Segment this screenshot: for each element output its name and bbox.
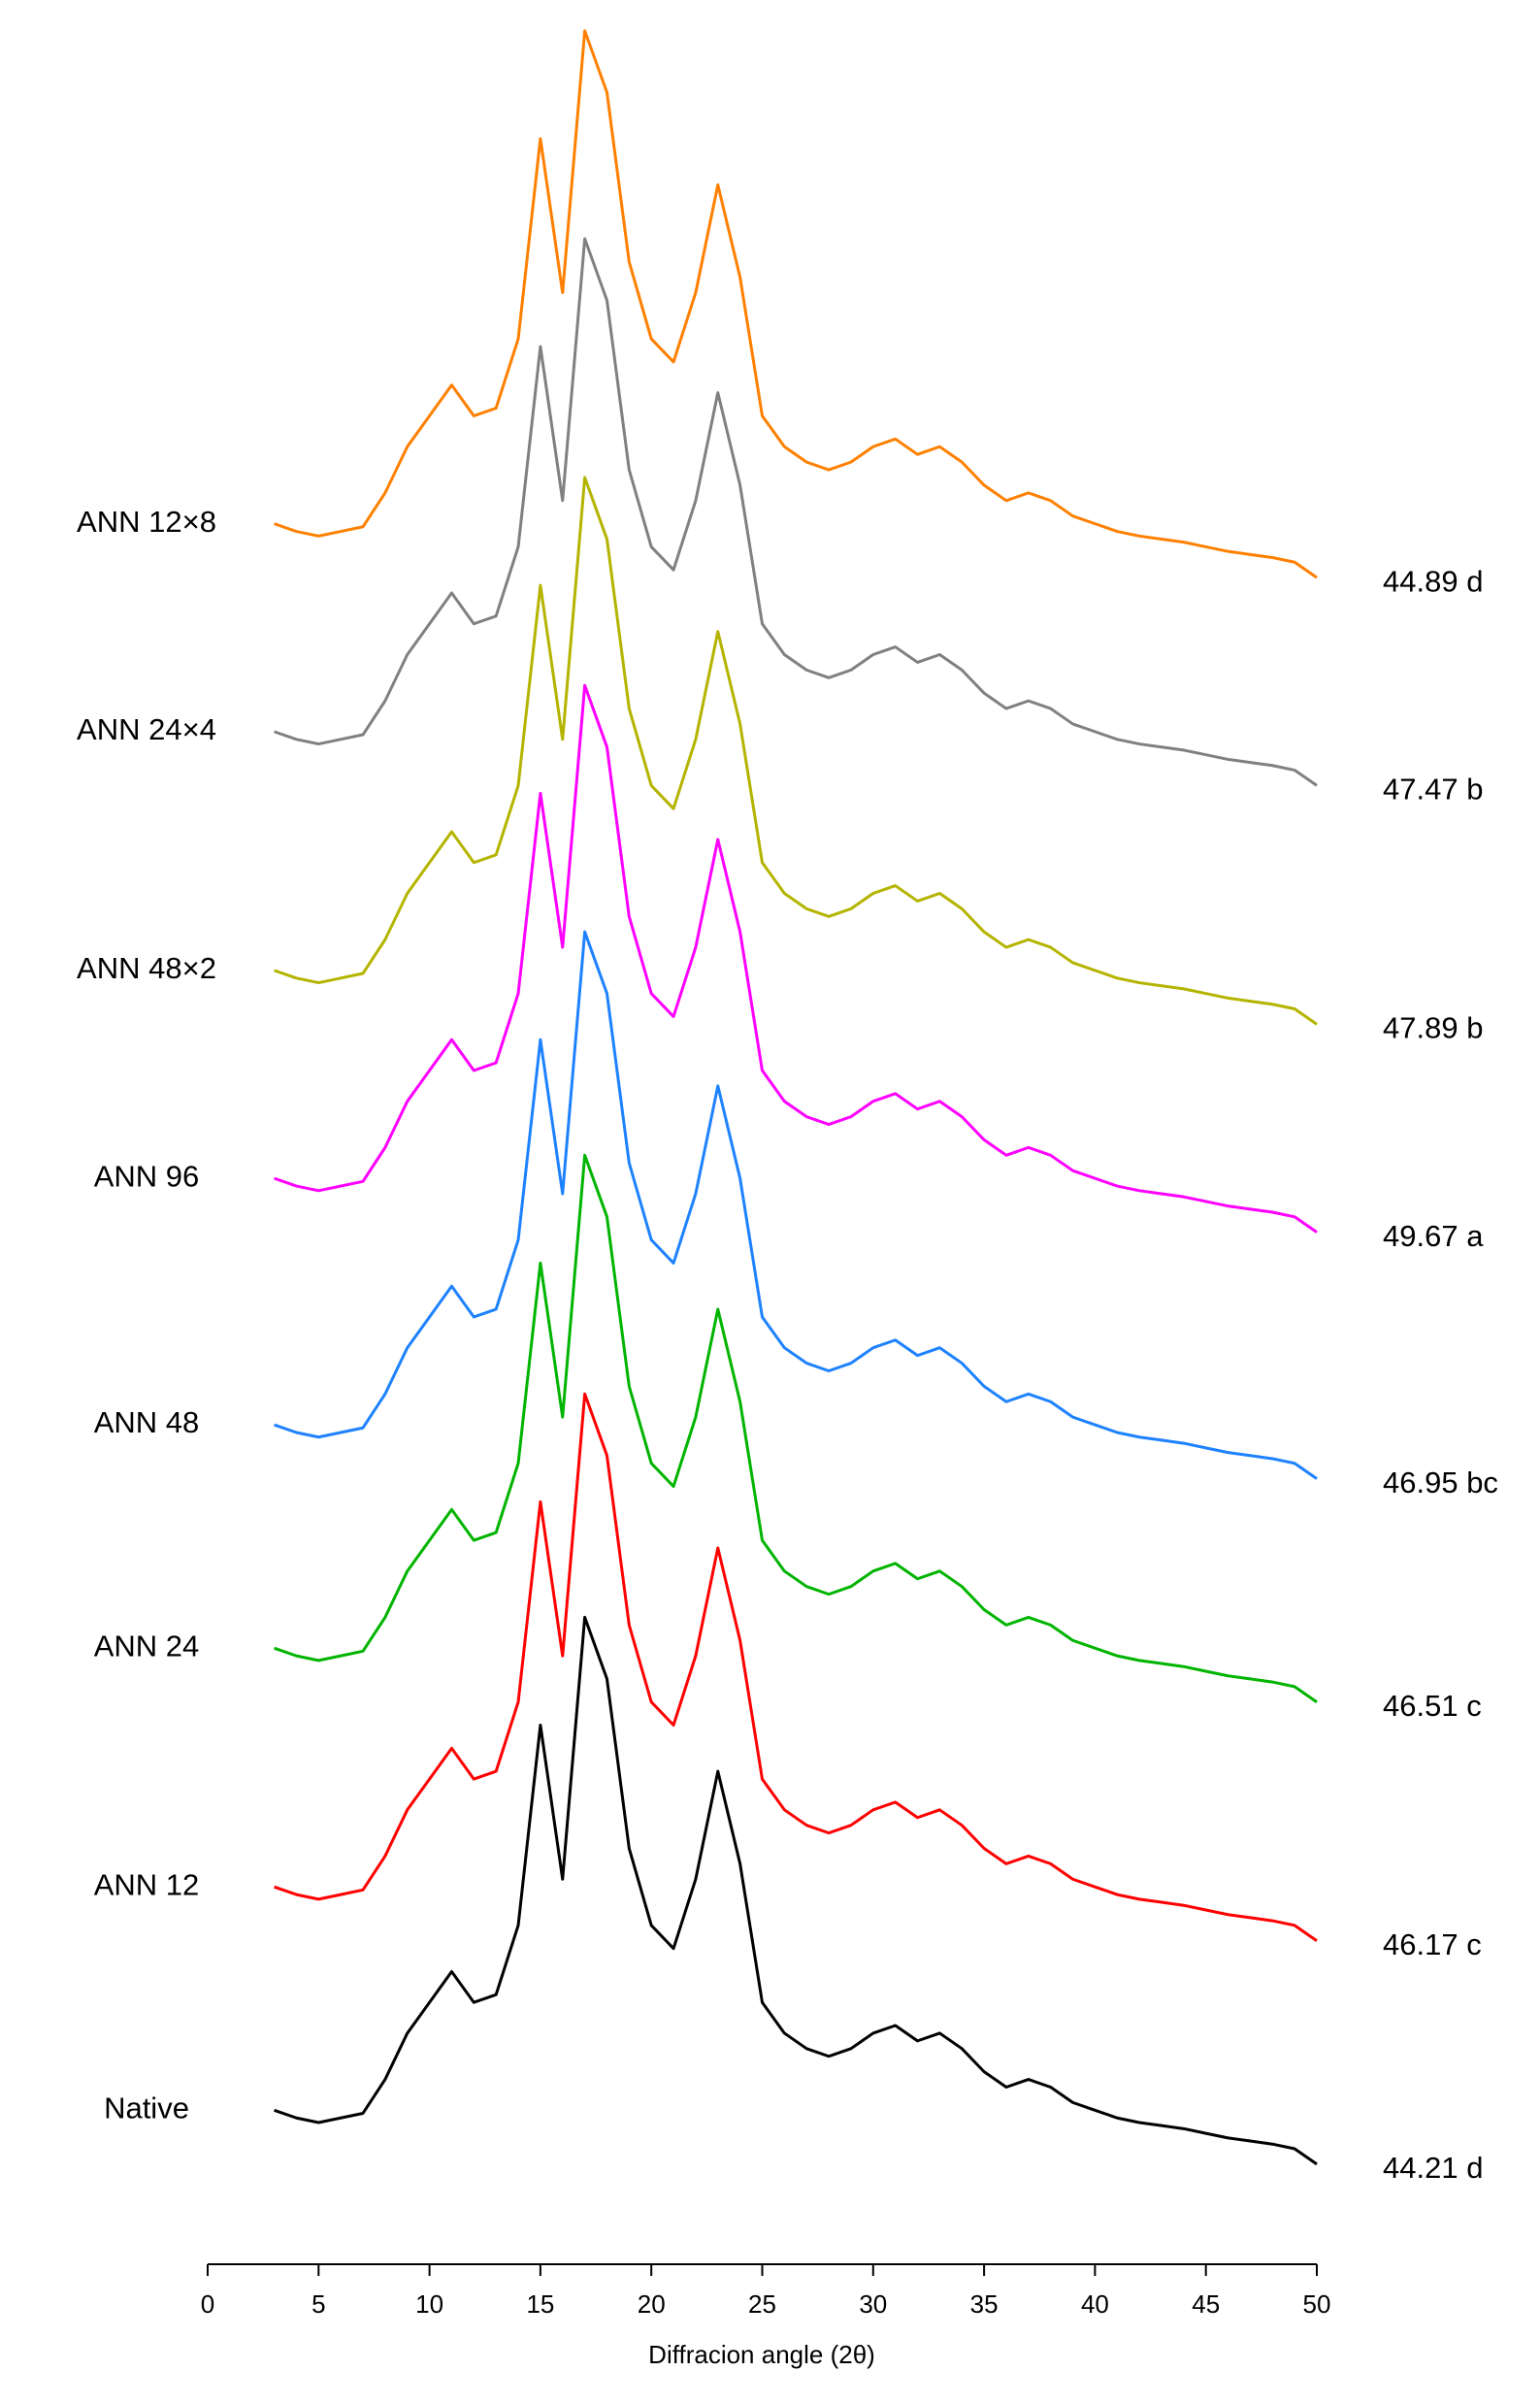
series-line xyxy=(274,1392,1318,1942)
x-tick-label: 0 xyxy=(201,2289,214,2319)
x-tick-label: 35 xyxy=(970,2289,999,2319)
x-tick-label: 5 xyxy=(311,2289,325,2319)
series-name: ANN 12 xyxy=(94,1867,200,1901)
series-name: Native xyxy=(104,2091,189,2124)
series-line xyxy=(274,683,1318,1234)
series-annotation: 44.89 d xyxy=(1383,564,1483,598)
series-annotation: 46.17 c xyxy=(1383,1927,1482,1961)
series-line xyxy=(274,1153,1318,1703)
series-line xyxy=(274,930,1318,1480)
series-name: ANN 96 xyxy=(94,1159,200,1193)
series-name: ANN 24 xyxy=(94,1629,200,1663)
x-tick-label: 50 xyxy=(1303,2289,1331,2319)
series-line xyxy=(274,237,1318,787)
series-annotation: 47.47 b xyxy=(1383,773,1483,807)
series-annotation: 47.89 b xyxy=(1383,1011,1483,1045)
series-annotation: 46.51 c xyxy=(1383,1689,1482,1723)
x-tick-label: 25 xyxy=(748,2289,776,2319)
series-line xyxy=(274,476,1318,1026)
x-axis-label: Diffracion angle (2θ) xyxy=(648,2340,875,2369)
x-tick-label: 20 xyxy=(638,2289,666,2319)
x-tick-label: 45 xyxy=(1192,2289,1220,2319)
x-tick-label: 10 xyxy=(415,2289,443,2319)
series-name: ANN 24×4 xyxy=(77,712,216,746)
x-tick-label: 40 xyxy=(1081,2289,1109,2319)
x-tick-label: 30 xyxy=(859,2289,887,2319)
series-name: ANN 48×2 xyxy=(77,951,216,985)
series-line xyxy=(274,1615,1318,2166)
series-annotation: 49.67 a xyxy=(1383,1219,1484,1253)
x-tick-label: 15 xyxy=(526,2289,554,2319)
series-name: ANN 12×8 xyxy=(77,505,216,539)
series-annotation: 44.21 d xyxy=(1383,2151,1483,2185)
series-line xyxy=(274,29,1318,579)
series-annotation: 46.95 bc xyxy=(1383,1465,1498,1499)
series-name: ANN 48 xyxy=(94,1405,200,1439)
